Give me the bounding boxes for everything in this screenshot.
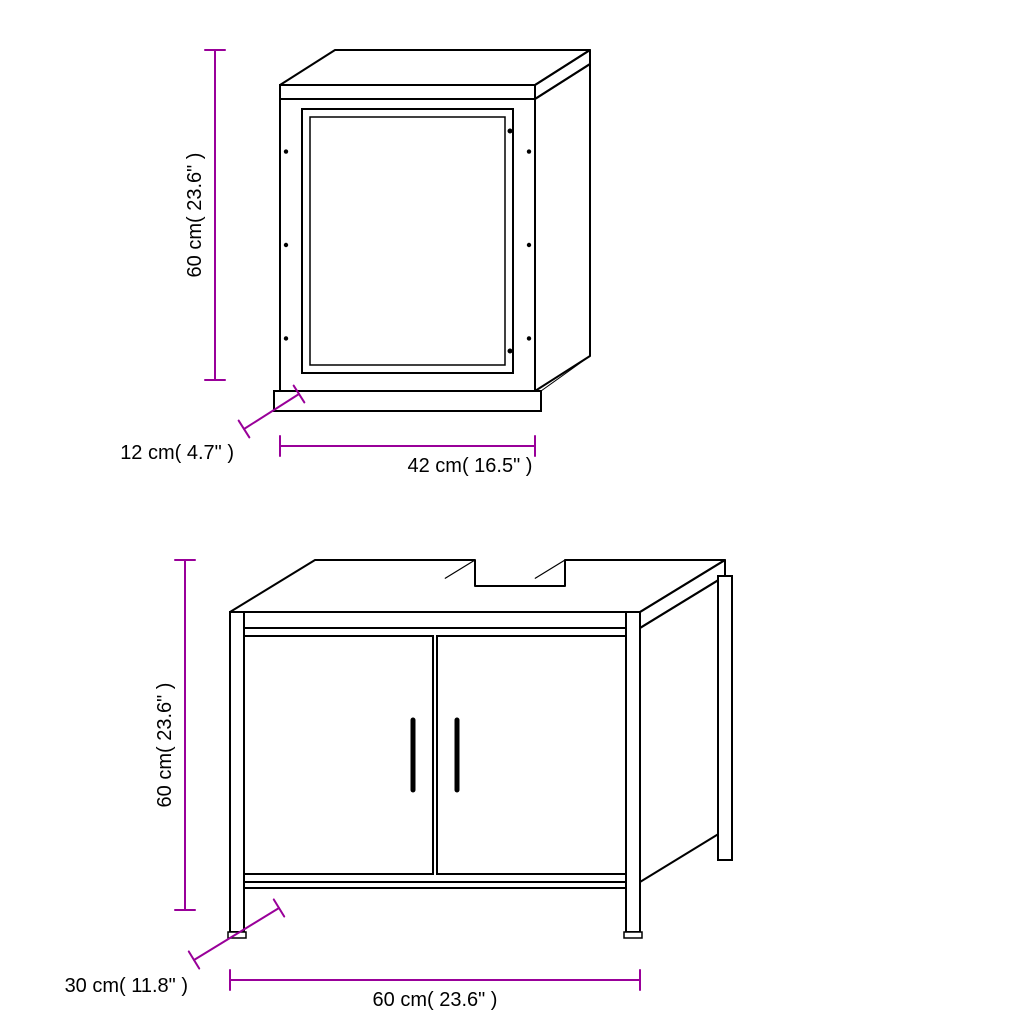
bottom-depth-label: 30 cm( 11.8" ) (65, 975, 188, 997)
bottom-cabinet: 60 cm( 23.6" ) 60 cm( 23.6" ) 30 cm( 11.8"… (65, 560, 732, 1011)
top-height-label: 60 cm( 23.6" ) (184, 153, 206, 278)
top-cabinet: 60 cm( 23.6" ) 42 cm( 16.5" ) 12 cm( 4.7" … (120, 50, 590, 477)
bottom-width-label: 60 cm( 23.6" ) (373, 989, 498, 1011)
top-depth-label: 12 cm( 4.7" ) (120, 442, 234, 464)
top-width-label: 42 cm( 16.5" ) (408, 455, 533, 477)
bottom-height-label: 60 cm( 23.6" ) (154, 683, 176, 808)
